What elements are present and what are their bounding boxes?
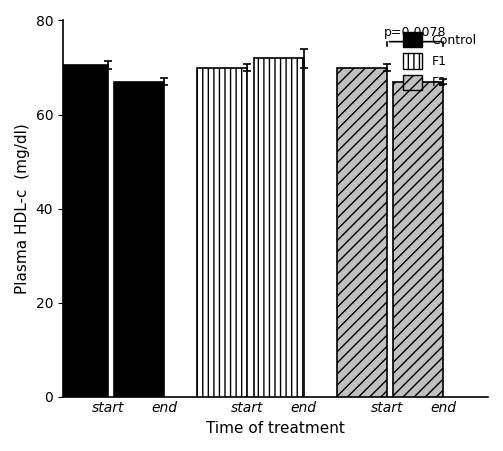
- Bar: [254, 58, 304, 396]
- Bar: [114, 82, 164, 396]
- Bar: [58, 65, 108, 396]
- Y-axis label: Plasma HDL-c  (mg/dl): Plasma HDL-c (mg/dl): [15, 123, 30, 294]
- Bar: [393, 82, 443, 396]
- Legend: Control, F1, F2: Control, F1, F2: [398, 27, 482, 95]
- X-axis label: Time of treatment: Time of treatment: [206, 421, 345, 436]
- Text: p=0.0078: p=0.0078: [384, 26, 446, 39]
- Bar: [197, 68, 247, 396]
- Bar: [337, 68, 387, 396]
